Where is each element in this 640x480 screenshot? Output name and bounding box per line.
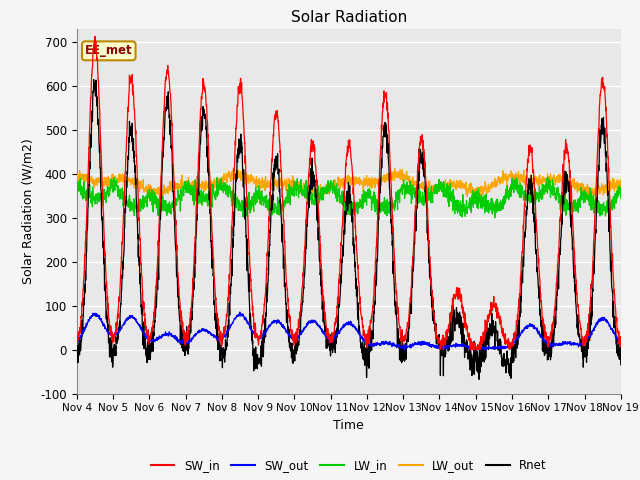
SW_out xyxy=(73,341,81,347)
Y-axis label: Solar Radiation (W/m2): Solar Radiation (W/m2) xyxy=(22,138,35,284)
LW_out xyxy=(377,176,385,182)
LW_out xyxy=(508,168,515,174)
Rnet xyxy=(90,77,97,83)
Rnet xyxy=(570,258,577,264)
X-axis label: Time: Time xyxy=(333,419,364,432)
Line: SW_in: SW_in xyxy=(77,37,621,349)
LW_in xyxy=(491,215,499,221)
Rnet xyxy=(365,359,372,364)
LW_in xyxy=(376,209,384,215)
SW_out xyxy=(470,347,477,352)
SW_in xyxy=(584,333,592,338)
LW_in xyxy=(584,196,592,202)
Line: Rnet: Rnet xyxy=(77,80,621,379)
LW_in xyxy=(365,192,372,197)
SW_in xyxy=(376,149,384,155)
SW_in xyxy=(92,34,99,40)
LW_in xyxy=(570,207,577,213)
Rnet xyxy=(225,323,232,329)
Rnet xyxy=(584,345,592,350)
SW_in xyxy=(225,282,232,288)
LW_out xyxy=(570,180,577,186)
Rnet xyxy=(508,358,515,363)
LW_in xyxy=(544,174,552,180)
SW_in xyxy=(508,340,515,346)
Line: LW_in: LW_in xyxy=(77,177,621,218)
SW_out xyxy=(508,343,515,349)
SW_out xyxy=(617,340,625,346)
Title: Solar Radiation: Solar Radiation xyxy=(291,10,407,25)
LW_out xyxy=(230,165,237,171)
Text: EE_met: EE_met xyxy=(85,44,132,57)
SW_in xyxy=(440,347,447,352)
LW_out xyxy=(156,195,163,201)
Rnet xyxy=(617,362,625,368)
LW_in xyxy=(225,184,232,190)
SW_out xyxy=(584,335,592,341)
LW_in xyxy=(617,195,625,201)
SW_in xyxy=(570,227,577,233)
Legend: SW_in, SW_out, LW_in, LW_out, Rnet: SW_in, SW_out, LW_in, LW_out, Rnet xyxy=(146,454,552,477)
SW_in xyxy=(73,338,81,344)
SW_in xyxy=(365,331,372,336)
LW_out xyxy=(584,192,592,198)
LW_out xyxy=(365,178,372,184)
LW_out xyxy=(617,178,625,184)
Rnet xyxy=(476,376,483,382)
LW_in xyxy=(507,193,515,199)
LW_in xyxy=(73,187,81,192)
SW_out xyxy=(570,341,577,347)
SW_out xyxy=(376,341,384,347)
Line: SW_out: SW_out xyxy=(77,312,621,349)
SW_in xyxy=(617,340,625,346)
Rnet xyxy=(376,182,384,188)
SW_out xyxy=(225,327,232,333)
LW_out xyxy=(225,168,232,174)
SW_out xyxy=(365,339,372,345)
SW_out xyxy=(236,309,244,315)
Rnet xyxy=(73,354,81,360)
LW_out xyxy=(73,179,81,184)
Line: LW_out: LW_out xyxy=(77,168,621,198)
